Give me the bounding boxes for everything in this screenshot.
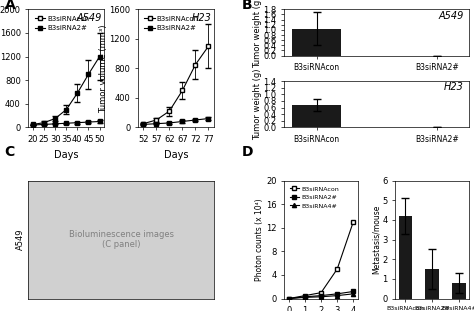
- Legend: B3siRNAcon, B3siRNA2#, B3siRNA4#: B3siRNAcon, B3siRNA2#, B3siRNA4#: [287, 183, 341, 211]
- Y-axis label: Photon counts (x 10⁴): Photon counts (x 10⁴): [255, 198, 264, 281]
- Text: B: B: [242, 0, 252, 12]
- X-axis label: Days: Days: [54, 150, 79, 160]
- Line: B3siRNA2#: B3siRNA2#: [287, 290, 356, 301]
- Text: H23: H23: [444, 82, 464, 92]
- B3siRNAcon: [334, 267, 340, 271]
- Text: D: D: [242, 145, 253, 159]
- Bar: [426, 269, 439, 299]
- Text: Bioluminescence images
(C panel): Bioluminescence images (C panel): [69, 230, 173, 249]
- B3siRNA2#: [334, 292, 340, 296]
- B3siRNA2#: [350, 290, 356, 293]
- Legend: B3siRNAcon, B3siRNA2#: B3siRNAcon, B3siRNA2#: [142, 13, 202, 34]
- Line: B3siRNAcon: B3siRNAcon: [287, 220, 356, 301]
- Text: A549: A549: [16, 229, 25, 250]
- Y-axis label: Tumor volume (mm³): Tumor volume (mm³): [99, 24, 108, 113]
- B3siRNA4#: [318, 295, 324, 299]
- Y-axis label: Tumor weight (g): Tumor weight (g): [253, 68, 262, 140]
- Text: A: A: [5, 0, 16, 12]
- B3siRNA4#: [286, 297, 292, 300]
- B3siRNA2#: [302, 295, 308, 299]
- Bar: [292, 29, 341, 56]
- B3siRNA4#: [334, 294, 340, 298]
- B3siRNA4#: [350, 292, 356, 296]
- B3siRNA4#: [302, 295, 308, 299]
- Text: A549: A549: [438, 11, 464, 21]
- Bar: [399, 216, 412, 299]
- X-axis label: Days: Days: [164, 150, 188, 160]
- Legend: B3siRNAcon, B3siRNA2#: B3siRNAcon, B3siRNA2#: [32, 13, 92, 34]
- Bar: [292, 105, 341, 128]
- Y-axis label: Metastasis/mouse: Metastasis/mouse: [372, 205, 381, 274]
- Line: B3siRNA4#: B3siRNA4#: [287, 292, 356, 301]
- B3siRNA2#: [286, 297, 292, 300]
- Text: H23: H23: [191, 13, 211, 23]
- Bar: [452, 283, 466, 299]
- B3siRNAcon: [286, 297, 292, 300]
- B3siRNAcon: [302, 294, 308, 298]
- B3siRNAcon: [350, 220, 356, 224]
- B3siRNAcon: [318, 291, 324, 295]
- Text: A549: A549: [76, 13, 102, 23]
- Text: C: C: [5, 145, 15, 159]
- B3siRNA2#: [318, 294, 324, 298]
- Y-axis label: Tumor weight (g): Tumor weight (g): [253, 0, 262, 68]
